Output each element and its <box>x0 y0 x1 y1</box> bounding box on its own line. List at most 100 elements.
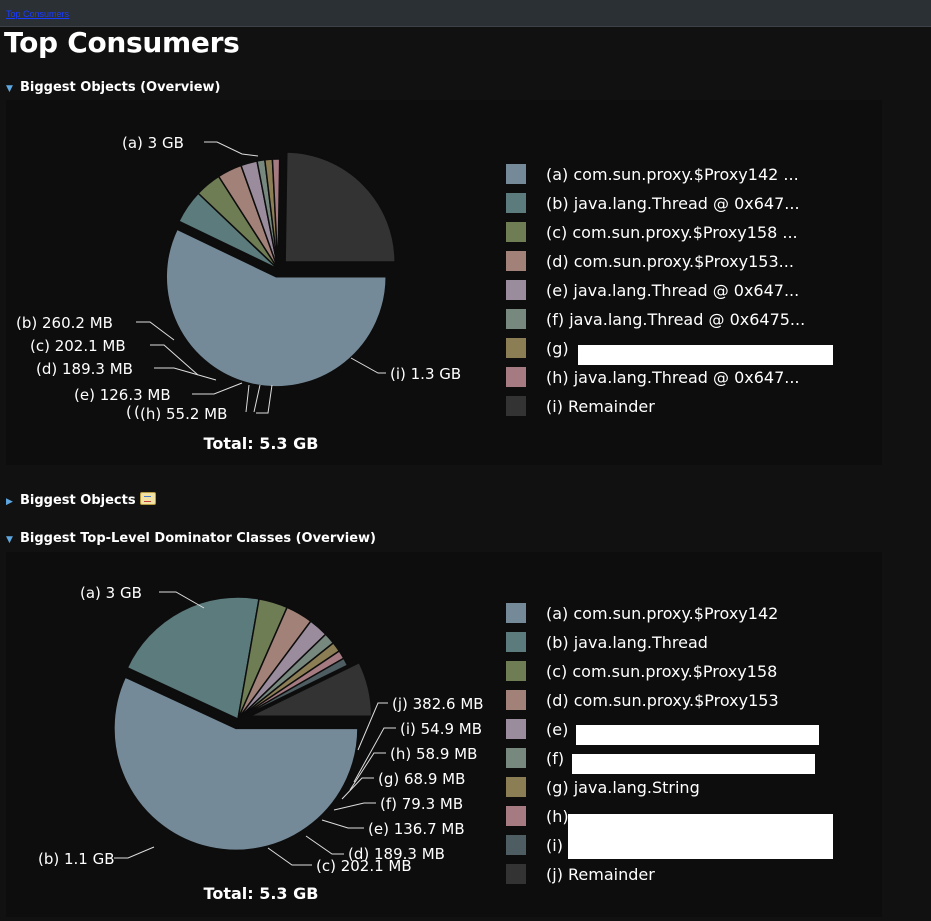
legend-label: (a) com.sun.proxy.$Proxy142 ... <box>546 165 799 184</box>
legend-item-g[interactable]: (g) java.lang.String <box>506 777 700 797</box>
legend-swatch <box>506 864 526 884</box>
legend-item-j[interactable]: (j) Remainder <box>506 864 655 884</box>
legend: (a) com.sun.proxy.$Proxy142 ... (b) java.… <box>506 164 833 416</box>
legend-item-b[interactable]: (b) java.lang.Thread <box>506 632 708 652</box>
leader-line-h <box>256 384 273 414</box>
leader-line-g <box>253 384 261 413</box>
legend-item-h[interactable]: (h) <box>506 806 833 859</box>
leader-line-h <box>349 752 386 791</box>
slice-labels: (a) 3 GB (b) 260.2 MB (c) 202.1 MB (d) 189.… <box>16 134 461 423</box>
pie-slice-a[interactable] <box>113 676 359 852</box>
legend-item-d[interactable]: (d) com.sun.proxy.$Proxy153 <box>506 690 779 710</box>
chevron-right-icon: ▶ <box>6 497 13 507</box>
leader-line-i <box>353 727 396 783</box>
legend-item-h[interactable]: (h) java.lang.Thread @ 0x647... <box>506 367 800 387</box>
slice-label-h: (h) 58.9 MB <box>390 745 477 763</box>
slice-labels: (a) 3 GB (b) 1.1 GB (c) 202.1 MB(d) 189.3 … <box>38 584 484 875</box>
slice-label-e: (e) 126.3 MB <box>74 386 171 404</box>
legend-item-c[interactable]: (c) com.sun.proxy.$Proxy158 ... <box>506 222 798 242</box>
leader-line-a <box>204 141 259 157</box>
legend-item-a[interactable]: (a) com.sun.proxy.$Proxy142 <box>506 603 778 623</box>
slice-label-g: (g) 68.9 MB <box>378 770 465 788</box>
legend-label: (c) com.sun.proxy.$Proxy158 ... <box>546 223 798 242</box>
legend-item-a[interactable]: (a) com.sun.proxy.$Proxy142 ... <box>506 164 799 184</box>
pie-slice-i[interactable] <box>237 657 349 720</box>
leader-line-c <box>267 847 312 866</box>
legend-label: (f) <box>546 749 564 768</box>
legend-label: (d) com.sun.proxy.$Proxy153 <box>546 691 779 710</box>
pie-slice-i[interactable] <box>284 151 396 263</box>
redaction-block <box>572 754 815 774</box>
section-title: Biggest Top-Level Dominator Classes (Ove… <box>20 531 376 546</box>
slice-label-c: (c) 202.1 MB <box>30 337 126 355</box>
pie-slice-b[interactable] <box>126 596 260 721</box>
legend-swatch <box>506 222 526 242</box>
chart-panel-1: (a) 3 GB (b) 260.2 MB (c) 202.1 MB (d) 189.… <box>6 100 882 465</box>
pie-slice-j[interactable] <box>249 661 373 718</box>
slice-label-d: (d) 189.3 MB <box>348 845 445 863</box>
leader-line-d <box>305 835 344 855</box>
legend-label: (g) java.lang.String <box>546 778 700 797</box>
leader-line-e <box>192 382 243 395</box>
legend-label: (c) com.sun.proxy.$Proxy158 <box>546 662 777 681</box>
legend-swatch <box>506 280 526 300</box>
slice-label-c: (c) 202.1 MB <box>316 857 412 875</box>
legend-label: (e) <box>546 720 568 739</box>
pie-chart-dominator-classes: (a) 3 GB (b) 1.1 GB (c) 202.1 MB(d) 189.3 … <box>38 584 833 903</box>
leader-line-i <box>350 357 386 374</box>
legend-swatch <box>506 367 526 387</box>
legend-label: (i) Remainder <box>546 397 655 416</box>
legend-item-g[interactable]: (g) <box>506 338 833 365</box>
legend-swatch <box>506 835 526 855</box>
leader-line-b <box>136 321 175 341</box>
legend-item-b[interactable]: (b) java.lang.Thread @ 0x647... <box>506 193 800 213</box>
slice-label-b: (b) 1.1 GB <box>38 850 115 868</box>
report-icon[interactable] <box>139 492 156 505</box>
legend-label: (f) java.lang.Thread @ 0x6475... <box>546 310 805 329</box>
legend-item-e[interactable]: (e) <box>506 719 819 745</box>
pie-slice-h[interactable] <box>271 158 281 270</box>
leader-line-c <box>150 344 199 376</box>
section-title: Biggest Objects <box>20 493 136 508</box>
leader-line-d <box>154 367 217 381</box>
legend-swatch <box>506 806 526 826</box>
legend-swatch <box>506 632 526 652</box>
section-title: Biggest Objects (Overview) <box>20 80 221 95</box>
slice-label-d: (d) 189.3 MB <box>36 360 133 378</box>
legend-swatch <box>506 251 526 271</box>
chevron-down-icon: ▼ <box>6 84 13 94</box>
legend-item-c[interactable]: (c) com.sun.proxy.$Proxy158 <box>506 661 777 681</box>
leader-line-f <box>333 802 376 811</box>
redaction-block <box>578 345 833 365</box>
legend-label: (h) java.lang.Thread @ 0x647... <box>546 368 800 387</box>
legend-swatch <box>506 748 526 768</box>
leader-line-b <box>114 846 155 859</box>
legend-item-e[interactable]: (e) java.lang.Thread @ 0x647... <box>506 280 799 300</box>
section-toggle-biggest-objects-overview[interactable]: ▼ Biggest Objects (Overview) <box>6 80 220 95</box>
legend-label: (e) java.lang.Thread @ 0x647... <box>546 281 799 300</box>
pie-slices <box>113 596 373 852</box>
redaction-block <box>568 814 833 859</box>
slice-label-b: (b) 260.2 MB <box>16 314 113 332</box>
legend-swatch <box>506 777 526 797</box>
slice-label-f: ( <box>126 403 132 421</box>
legend-swatch <box>506 690 526 710</box>
section-toggle-biggest-objects[interactable]: ▶ Biggest Objects <box>6 492 156 508</box>
breadcrumb-link-top-consumers[interactable]: Top Consumers <box>6 9 70 19</box>
legend-item-f[interactable]: (f) java.lang.Thread @ 0x6475... <box>506 309 805 329</box>
pie-slice-a[interactable] <box>165 228 387 388</box>
section-toggle-dominator-classes-overview[interactable]: ▼ Biggest Top-Level Dominator Classes (Ov… <box>6 531 376 546</box>
legend-swatch <box>506 603 526 623</box>
legend-item-d[interactable]: (d) com.sun.proxy.$Proxy153... <box>506 251 794 271</box>
page-title: Top Consumers <box>4 26 240 59</box>
slice-label-f: (f) 79.3 MB <box>380 795 463 813</box>
legend-swatch <box>506 164 526 184</box>
legend-item-f[interactable]: (f) <box>506 748 815 774</box>
legend-item-i[interactable]: (i) <box>506 835 563 855</box>
legend-label: (i) <box>546 836 563 855</box>
pie-slices <box>165 151 396 388</box>
legend-label: (h) <box>546 807 569 826</box>
pie-chart-biggest-objects: (a) 3 GB (b) 260.2 MB (c) 202.1 MB (d) 189.… <box>16 134 833 453</box>
legend-item-i[interactable]: (i) Remainder <box>506 396 655 416</box>
leader-line-g <box>341 777 374 800</box>
